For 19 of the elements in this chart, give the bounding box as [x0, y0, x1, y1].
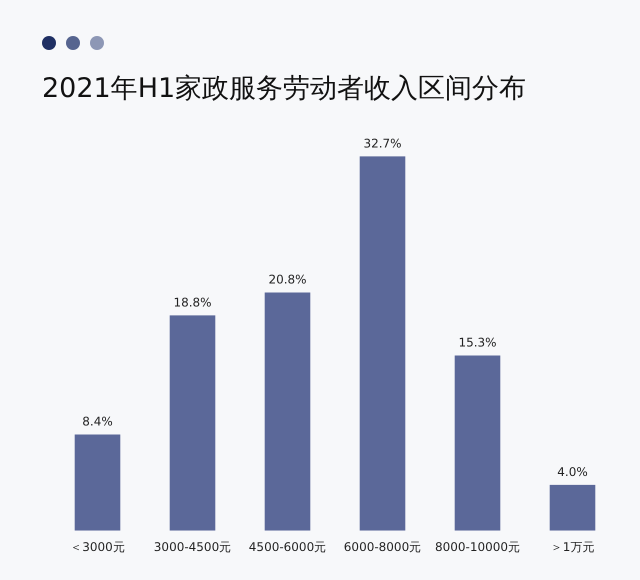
x-tick-label: 3000-4500元: [154, 540, 232, 554]
data-label: 8.4%: [82, 414, 113, 429]
bar: [360, 156, 406, 531]
bar: [550, 484, 596, 531]
chart-title: 2021年H1家政服务劳动者收入区间分布: [42, 72, 526, 106]
data-label: 4.0%: [557, 464, 588, 479]
x-tick-label: 8000-10000元: [434, 540, 520, 554]
data-label: 20.8%: [268, 272, 307, 287]
bar: [454, 355, 500, 531]
x-tick-label: 6000-8000元: [344, 540, 422, 554]
x-tick-label: 4500-6000元: [248, 540, 326, 554]
bar: [264, 292, 310, 531]
data-label: 18.8%: [173, 296, 212, 310]
bar: [74, 434, 120, 531]
data-label: 15.3%: [458, 336, 497, 350]
x-tick-label: ＞1万元: [550, 540, 594, 554]
bar: [170, 315, 216, 531]
x-tick-label: ＜3000元: [70, 540, 125, 554]
data-label: 32.7%: [363, 136, 402, 150]
